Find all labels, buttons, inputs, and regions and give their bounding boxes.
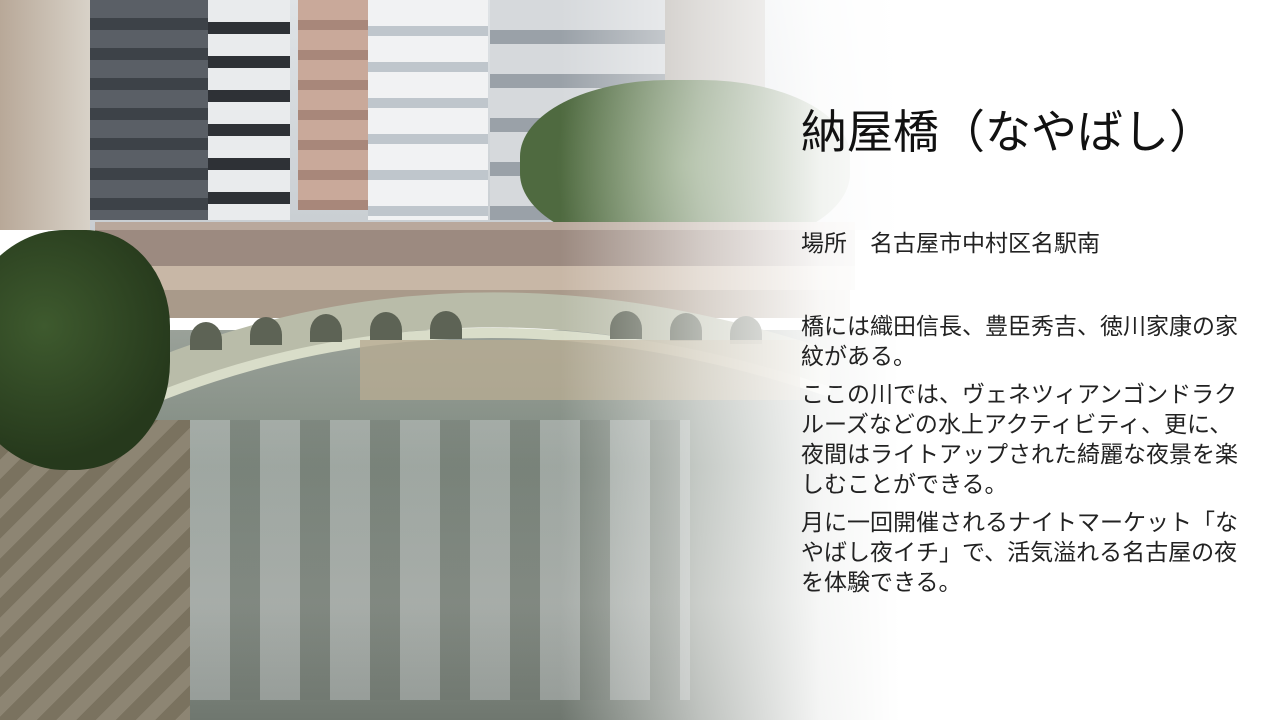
description: 橋には織田信長、豊臣秀吉、徳川家康の家紋がある。 ここの川では、ヴェネツィアンゴ… [801, 312, 1241, 606]
location-text: 場所 名古屋市中村区名駅南 [801, 231, 1100, 257]
slide-title: 納屋橋（なやばし） [801, 105, 1215, 159]
paragraph: ここの川では、ヴェネツィアンゴンドラクルーズなどの水上アクティビティ、更に、夜間… [801, 382, 1238, 498]
paragraph: 月に一回開催されるナイトマーケット「なやばし夜イチ」で、活気溢れる名古屋の夜を体… [801, 510, 1238, 596]
paragraph: 橋には織田信長、豊臣秀吉、徳川家康の家紋がある。 [801, 314, 1238, 370]
